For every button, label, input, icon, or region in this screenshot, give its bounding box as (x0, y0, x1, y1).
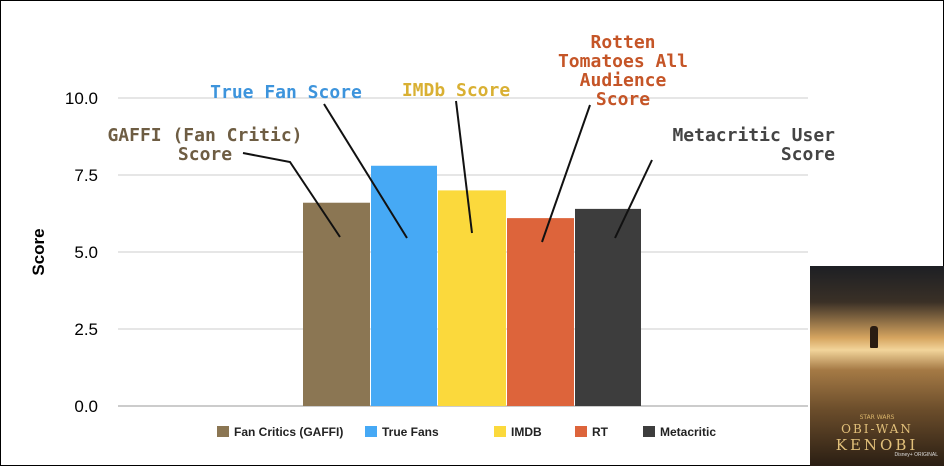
annotation-leader-line (541, 104, 591, 243)
poster-title-line1: OBI-WAN (841, 422, 913, 436)
legend-label: RT (592, 425, 609, 439)
annotation-leader-line (323, 103, 408, 239)
annotation-label: Metacritic User (672, 125, 835, 146)
bar-fan-critics-gaffi- (303, 202, 370, 406)
legend-label: True Fans (382, 425, 439, 439)
legend-label: Metacritic (660, 425, 716, 439)
y-axis-label: Score (29, 228, 48, 275)
annotation-label: GAFFI (Fan Critic) (107, 125, 302, 146)
bar-imdb (438, 190, 506, 406)
y-tick-label: 10.0 (65, 89, 98, 108)
legend-swatch (494, 426, 506, 437)
annotation-label: Score (596, 89, 650, 110)
poster-badge: Disney+ ORIGINAL (894, 452, 939, 458)
poster-figure (870, 326, 878, 348)
bar-rt (507, 218, 574, 406)
obi-wan-kenobi-poster: STAR WARS OBI-WAN KENOBI Disney+ ORIGINA… (810, 266, 944, 466)
legend-swatch (365, 426, 377, 437)
annotation-label: IMDb Score (402, 80, 511, 101)
annotation-leader-line (242, 152, 341, 238)
annotation-label: Score (178, 144, 232, 165)
bar-metacritic (575, 208, 641, 406)
y-tick-label: 0.0 (74, 397, 98, 416)
y-tick-label: 7.5 (74, 166, 98, 185)
poster-brand: STAR WARS (859, 414, 895, 421)
poster-title-line2: KENOBI (835, 436, 919, 454)
annotation-label: Rotten (590, 32, 655, 53)
legend-label: IMDB (511, 425, 542, 439)
legend-swatch (575, 426, 587, 437)
y-tick-label: 5.0 (74, 243, 98, 262)
annotation-leader-line (614, 159, 653, 239)
legend-swatch (217, 426, 229, 437)
legend-label: Fan Critics (GAFFI) (234, 425, 343, 439)
bar-true-fans (371, 165, 437, 406)
y-tick-label: 2.5 (74, 320, 98, 339)
annotation-label: Score (781, 144, 835, 165)
annotation-leader-line (455, 100, 473, 234)
annotation-label: Audience (580, 70, 667, 91)
annotation-label: True Fan Score (210, 82, 362, 103)
legend-swatch (643, 426, 655, 437)
annotation-label: Tomatoes All (558, 51, 688, 72)
